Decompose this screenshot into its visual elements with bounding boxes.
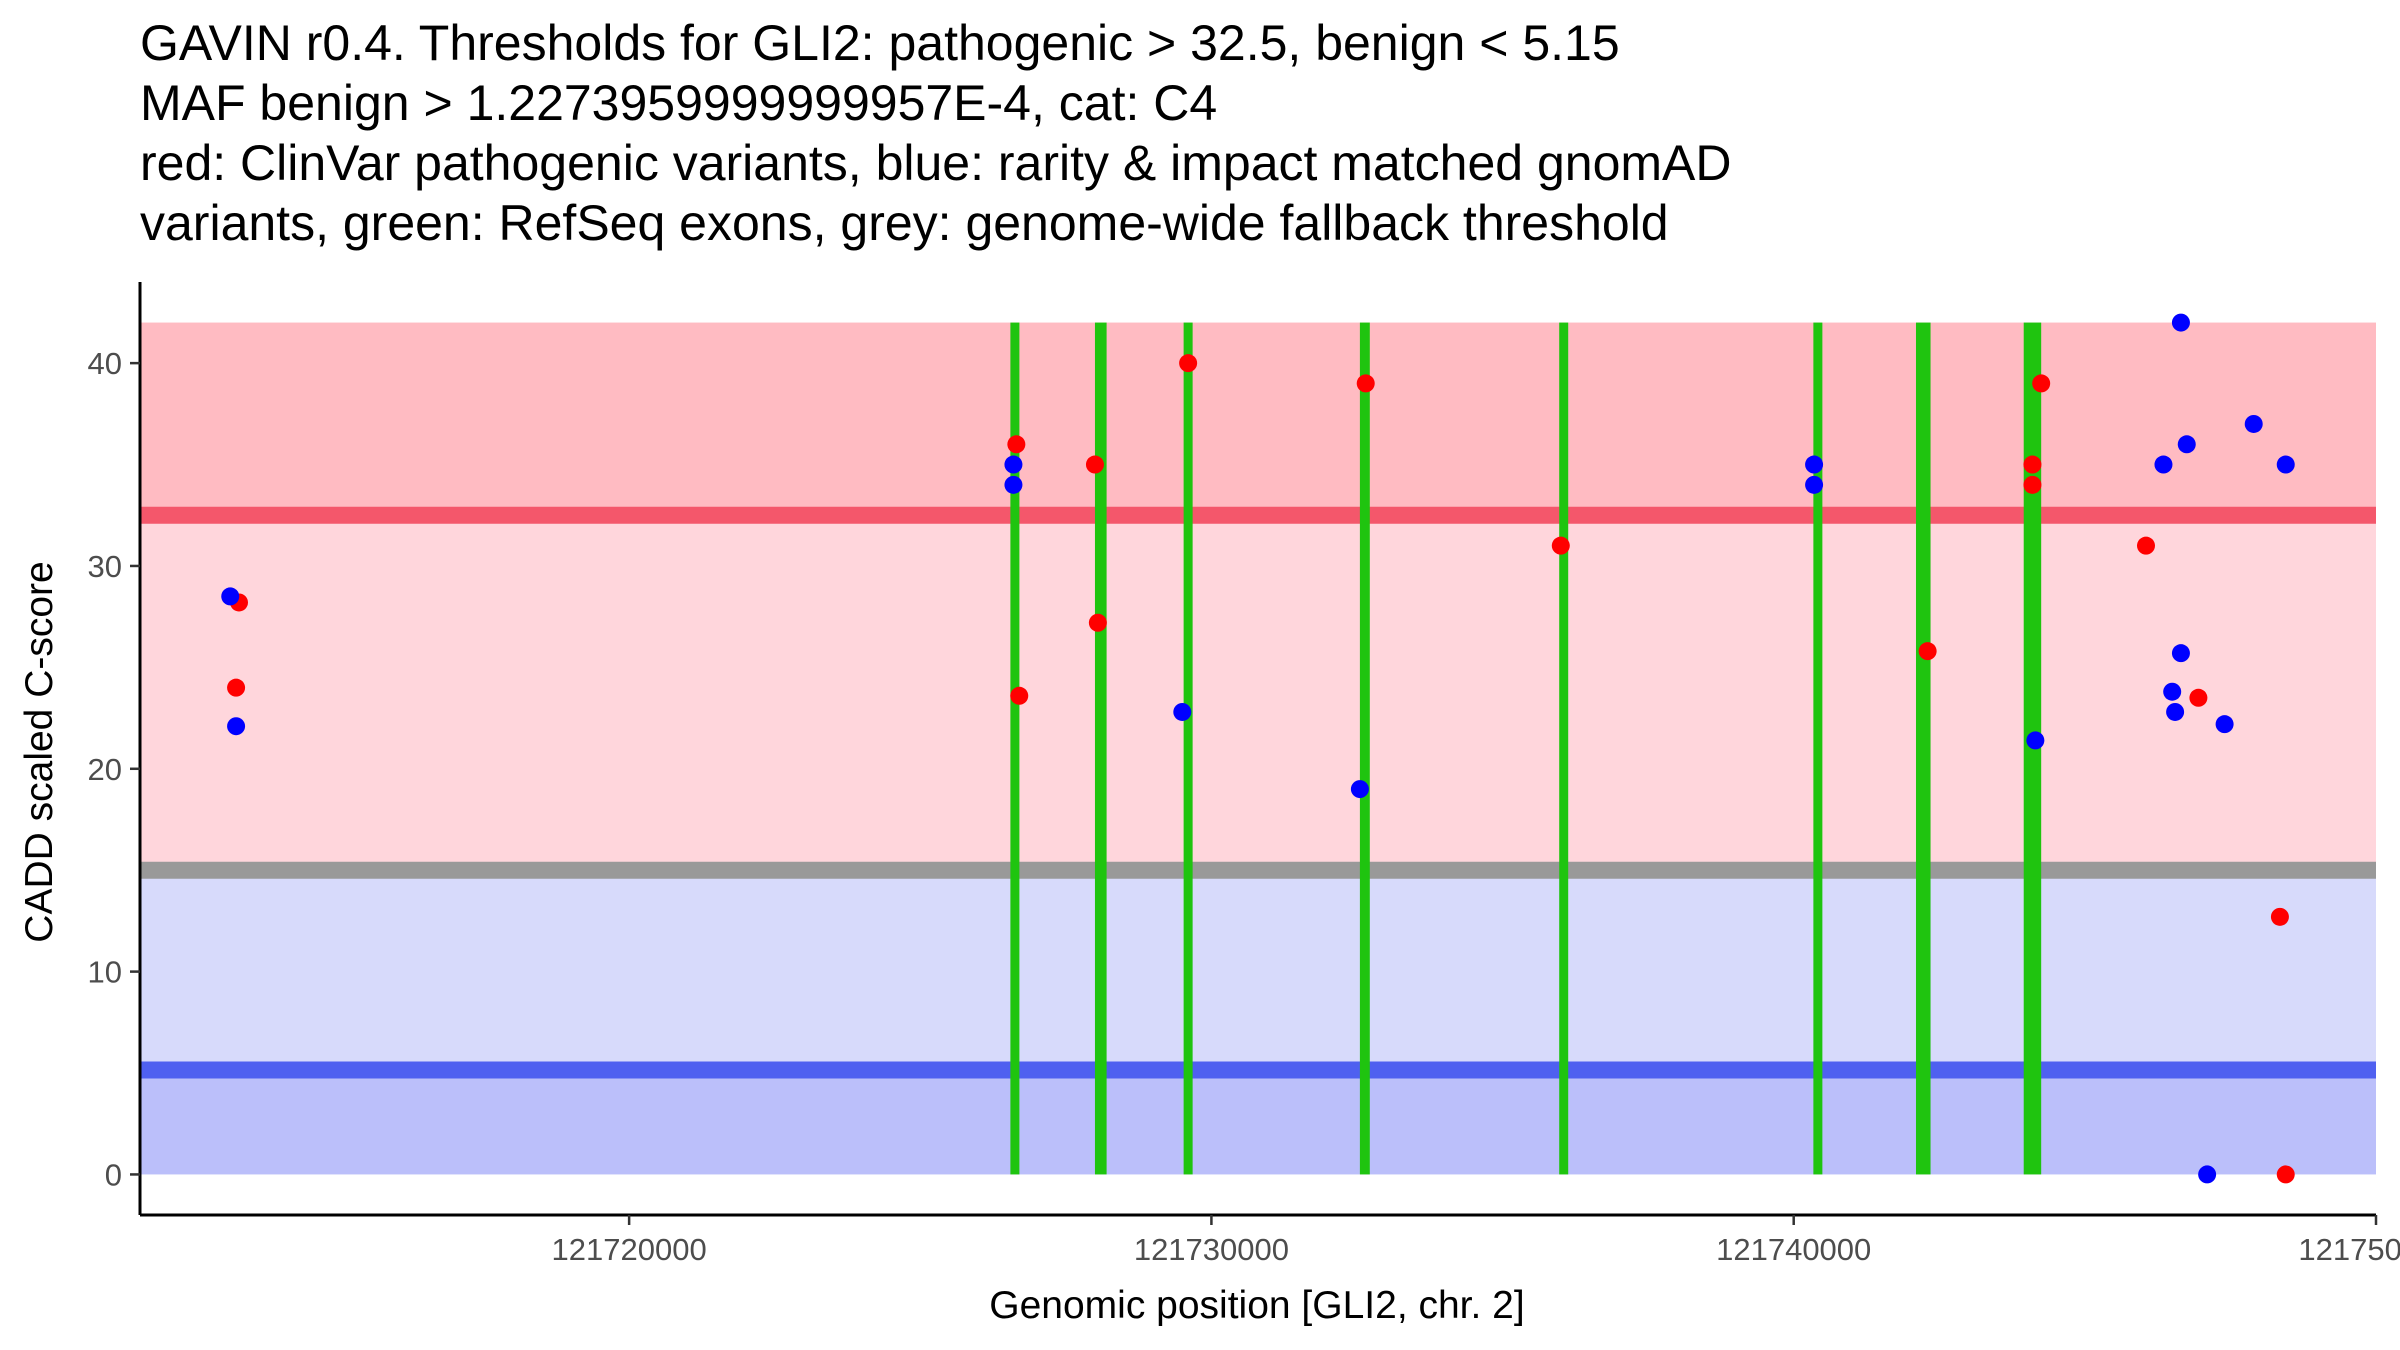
title-line-1: GAVIN r0.4. Thresholds for GLI2: pathoge… bbox=[140, 15, 1620, 71]
x-tick-label-1: 121730000 bbox=[1134, 1232, 1289, 1267]
point-series0-9 bbox=[1918, 642, 1937, 661]
point-series0-13 bbox=[2136, 536, 2155, 555]
exon-2 bbox=[1183, 322, 1193, 1175]
threshold-lines bbox=[140, 506, 2376, 1079]
point-series0-11 bbox=[2023, 475, 2042, 494]
point-series1-13 bbox=[2171, 644, 2190, 663]
chart-title: GAVIN r0.4. Thresholds for GLI2: pathoge… bbox=[140, 15, 1731, 251]
y-tick-label-4: 40 bbox=[88, 346, 122, 381]
point-series0-6 bbox=[1179, 354, 1198, 373]
point-series1-18 bbox=[2276, 455, 2295, 474]
point-series0-1 bbox=[227, 678, 246, 697]
point-series0-4 bbox=[1085, 455, 1104, 474]
point-series1-9 bbox=[2154, 455, 2173, 474]
y-tick-label-3: 30 bbox=[88, 549, 122, 584]
point-series1-10 bbox=[2163, 682, 2182, 701]
exon-markers bbox=[1010, 322, 2042, 1175]
point-series1-3 bbox=[1004, 475, 1023, 494]
y-tick-label-0: 0 bbox=[105, 1157, 122, 1192]
point-series0-5 bbox=[1088, 613, 1107, 632]
title-line-3: red: ClinVar pathogenic variants, blue: … bbox=[140, 135, 1731, 191]
point-series0-2 bbox=[1007, 435, 1026, 454]
point-series0-3 bbox=[1010, 686, 1029, 705]
exon-4 bbox=[1559, 322, 1569, 1175]
point-series0-16 bbox=[2276, 1165, 2295, 1184]
point-series1-12 bbox=[2171, 313, 2190, 332]
y-tick-label-1: 10 bbox=[88, 955, 122, 990]
band-1 bbox=[140, 515, 2376, 871]
point-series1-2 bbox=[1004, 455, 1023, 474]
point-series1-16 bbox=[2215, 715, 2234, 734]
point-series1-4 bbox=[1173, 702, 1192, 721]
exon-3 bbox=[1359, 322, 1370, 1175]
point-series0-15 bbox=[2270, 907, 2289, 926]
point-series0-7 bbox=[1356, 374, 1375, 393]
point-series0-14 bbox=[2189, 688, 2208, 707]
point-series1-0 bbox=[221, 587, 240, 606]
point-series0-12 bbox=[2032, 374, 2051, 393]
x-axis-title: Genomic position [GLI2, chr. 2] bbox=[989, 1284, 1524, 1327]
x-tick-label-2: 121740000 bbox=[1716, 1232, 1871, 1267]
y-axis-title: CADD scaled C-score bbox=[18, 561, 61, 942]
exon-6 bbox=[1915, 322, 1931, 1175]
point-series1-14 bbox=[2177, 435, 2196, 454]
band-2 bbox=[140, 870, 2376, 1070]
exon-5 bbox=[1813, 322, 1823, 1175]
plot-area bbox=[140, 313, 2376, 1184]
point-series1-8 bbox=[2026, 731, 2045, 750]
title-line-2: MAF benign > 1.2273959999999957E-4, cat:… bbox=[140, 75, 1217, 131]
band-3 bbox=[140, 1069, 2376, 1175]
point-series1-6 bbox=[1805, 455, 1824, 474]
variant-points bbox=[221, 313, 2295, 1184]
point-series1-17 bbox=[2244, 414, 2263, 433]
point-series1-15 bbox=[2198, 1165, 2217, 1184]
y-tick-label-2: 20 bbox=[88, 752, 122, 787]
exon-0 bbox=[1010, 322, 1020, 1175]
point-series1-7 bbox=[1805, 475, 1824, 494]
threshold-bands bbox=[140, 322, 2376, 1175]
point-series0-10 bbox=[2023, 455, 2042, 474]
point-series0-8 bbox=[1551, 536, 1570, 555]
y-axis-ticks: 0 10 20 30 40 bbox=[88, 346, 140, 1192]
x-axis-ticks: 121720000 121730000 121740000 121750000 bbox=[552, 1215, 2400, 1267]
axes: 121720000 121730000 121740000 121750000 0 10… bbox=[88, 282, 2400, 1267]
point-series1-5 bbox=[1350, 780, 1369, 799]
point-series1-11 bbox=[2166, 702, 2185, 721]
exon-1 bbox=[1094, 322, 1107, 1175]
title-line-4: variants, green: RefSeq exons, grey: gen… bbox=[140, 195, 1669, 251]
point-series1-1 bbox=[227, 717, 246, 736]
x-tick-label-3: 121750000 bbox=[2298, 1232, 2400, 1267]
x-tick-label-0: 121720000 bbox=[552, 1232, 707, 1267]
band-0 bbox=[140, 322, 2376, 516]
